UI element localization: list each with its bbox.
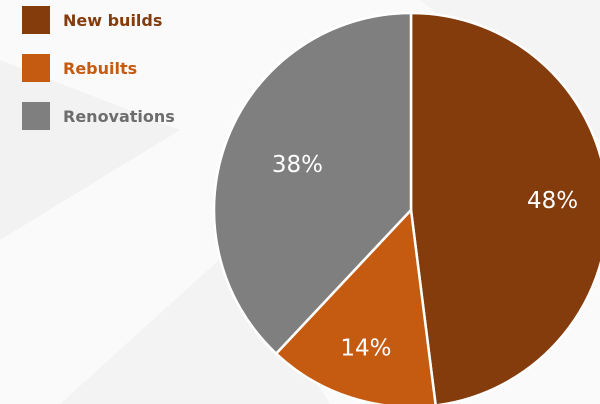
chart-legend: New builds Rebuilts Renovations (22, 6, 175, 150)
legend-label-renovations: Renovations (63, 106, 175, 126)
pie-slice-new-builds (409, 11, 600, 404)
legend-item-renovations: Renovations (22, 102, 175, 130)
legend-label-new-builds: New builds (63, 10, 163, 30)
pie-slice-renovations (212, 11, 413, 355)
legend-item-new-builds: New builds (22, 6, 175, 34)
legend-swatch-rebuilts (22, 54, 50, 82)
data-label-rebuilts: 14% (340, 336, 391, 362)
legend-item-rebuilts: Rebuilts (22, 54, 175, 82)
data-label-renovations: 38% (272, 152, 323, 178)
legend-label-rebuilts: Rebuilts (63, 58, 138, 78)
legend-swatch-renovations (22, 102, 50, 130)
pie-slice-rebuilts (274, 208, 437, 404)
data-label-new-builds: 48% (527, 188, 578, 214)
legend-swatch-new-builds (22, 6, 50, 34)
